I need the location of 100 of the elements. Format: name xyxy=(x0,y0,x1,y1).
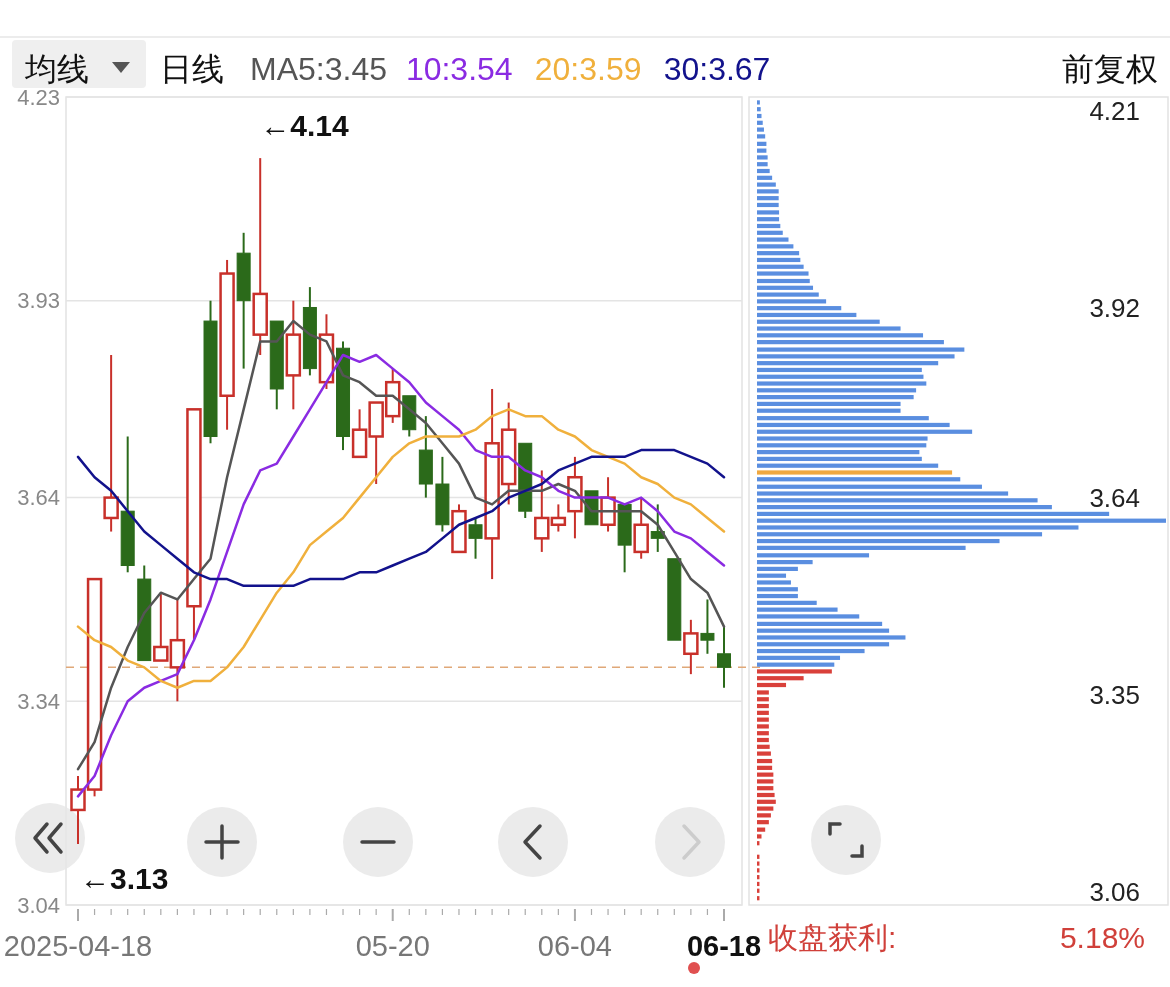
bar xyxy=(757,690,769,695)
bar xyxy=(757,278,810,284)
bar xyxy=(757,100,760,105)
bar xyxy=(757,505,1052,510)
bar xyxy=(757,703,769,709)
y-tick-label: 4.23 xyxy=(17,84,60,110)
bar xyxy=(757,560,813,565)
bar xyxy=(757,511,1110,517)
bar xyxy=(757,635,906,640)
bar xyxy=(757,758,773,764)
bar xyxy=(757,545,966,550)
bar xyxy=(757,737,769,743)
bar xyxy=(757,682,787,688)
bar xyxy=(757,354,955,359)
y-tick-label: 3.64 xyxy=(1089,482,1140,513)
y-tick-label: 4.21 xyxy=(1089,95,1140,126)
bar xyxy=(757,175,773,180)
bar xyxy=(757,799,776,804)
bar xyxy=(757,408,901,413)
bar xyxy=(757,333,924,338)
text: 前复权 xyxy=(1062,51,1158,87)
x-tick-label: 06-18 xyxy=(686,930,762,962)
bar xyxy=(757,285,814,290)
bar xyxy=(757,628,890,633)
bar xyxy=(757,669,832,674)
bar xyxy=(757,614,860,619)
bar xyxy=(757,792,775,798)
bar xyxy=(757,374,924,379)
bar xyxy=(757,416,929,421)
bar xyxy=(757,477,961,482)
y-tick-label: 3.64 xyxy=(17,485,60,511)
bar xyxy=(757,806,774,811)
y-tick-label: 3.34 xyxy=(17,689,60,714)
bar xyxy=(757,388,917,393)
bar xyxy=(757,648,865,654)
y-tick-label: 3.35 xyxy=(1089,679,1140,710)
line-series xyxy=(76,408,726,689)
candlestick xyxy=(252,157,268,357)
text: 20:3.59 xyxy=(534,51,642,87)
bar xyxy=(757,642,890,647)
bar xyxy=(757,443,927,448)
bar xyxy=(757,202,779,208)
y-tick-label: 3.04 xyxy=(17,892,60,918)
text: 30:3.67 xyxy=(663,51,771,87)
bar xyxy=(757,518,1166,523)
bar xyxy=(757,168,770,174)
bar xyxy=(757,319,880,324)
bar xyxy=(757,223,781,229)
bar xyxy=(757,292,819,297)
bar xyxy=(757,264,804,269)
bar xyxy=(757,731,769,736)
text: 5.18% xyxy=(1059,921,1145,954)
bar xyxy=(757,463,939,468)
bar xyxy=(757,710,769,715)
candlestick xyxy=(336,340,351,452)
bar xyxy=(757,779,774,784)
bar xyxy=(757,786,774,791)
bar xyxy=(757,621,883,626)
bar xyxy=(757,196,779,201)
bar xyxy=(757,834,762,839)
bar xyxy=(757,553,870,558)
bar xyxy=(757,587,798,592)
bar xyxy=(757,538,1000,544)
line-series xyxy=(76,448,726,588)
bar xyxy=(757,566,798,571)
bar xyxy=(757,306,842,311)
bar xyxy=(757,230,783,235)
bar xyxy=(757,827,766,832)
annotation: ←4.14 xyxy=(260,109,349,143)
x-tick-label: 2025-04-18 xyxy=(3,930,153,962)
bar xyxy=(757,744,770,749)
bar xyxy=(757,251,800,256)
bar xyxy=(757,765,773,770)
bar xyxy=(757,813,771,818)
bar xyxy=(757,436,928,441)
annotation: ←3.13 xyxy=(80,861,169,895)
bar xyxy=(757,532,1043,537)
candlestick xyxy=(717,625,731,689)
y-tick-label: 3.92 xyxy=(1089,292,1140,323)
bar xyxy=(757,525,1079,530)
bar xyxy=(757,717,769,722)
bar xyxy=(757,189,779,194)
bar xyxy=(757,148,767,153)
bar xyxy=(757,751,771,756)
bar xyxy=(757,361,939,366)
bar xyxy=(757,162,768,167)
text: 收盘获利: xyxy=(768,921,897,954)
bar xyxy=(757,257,801,263)
y-tick-label: 3.93 xyxy=(17,288,60,314)
text: 均线 xyxy=(24,51,89,87)
candlestick xyxy=(700,598,715,655)
bar xyxy=(757,470,953,475)
bar xyxy=(757,340,944,345)
bar xyxy=(757,347,965,352)
bar xyxy=(757,498,1038,503)
bar xyxy=(757,600,817,605)
bar xyxy=(757,155,768,160)
bar xyxy=(757,861,760,866)
bar xyxy=(757,299,827,304)
bar xyxy=(757,367,922,373)
